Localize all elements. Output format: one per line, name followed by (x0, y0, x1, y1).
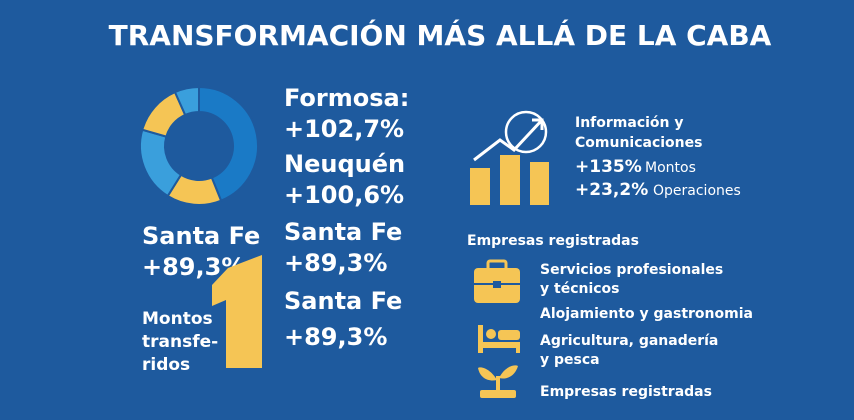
company-item: y pesca (540, 352, 600, 368)
province-name: Neuquén (284, 150, 405, 178)
stat-value: +23,2% (575, 180, 648, 200)
plant-icon (478, 365, 518, 398)
montos-line: ridos (142, 355, 190, 375)
province-value: +89,3% (284, 323, 387, 351)
donut-segment (173, 85, 200, 117)
companies-heading: Empresas registradas (467, 233, 639, 249)
province-value: +102,7% (284, 115, 404, 143)
company-item: Empresas registradas (540, 384, 712, 400)
montos-line: Montos (142, 309, 213, 329)
province-name: Santa Fe (284, 218, 402, 246)
sector-title: Comunicaciones (575, 135, 702, 151)
donut-segment (198, 85, 259, 203)
company-item: y técnicos (540, 281, 620, 297)
company-item: Servicios profesionales (540, 262, 723, 278)
company-item: Alojamiento y gastronomia (540, 306, 753, 322)
growth-icon (470, 110, 549, 205)
sector-title: Información y (575, 115, 684, 131)
province-value: +89,3% (284, 249, 387, 277)
montos-line: transfe- (142, 332, 218, 352)
highlight-name: Santa Fe (142, 222, 260, 250)
company-item: Agricultura, ganadería (540, 333, 718, 349)
province-value: +100,6% (284, 181, 404, 209)
stat-label: Operaciones (653, 183, 741, 199)
briefcase-icon (474, 259, 520, 303)
title: TRANSFORMACIÓN MÁS ALLÁ DE LA CABA (109, 18, 772, 52)
donut (139, 85, 259, 206)
bed-icon (478, 325, 520, 353)
number-one-graphic (212, 255, 262, 368)
stat-label: Montos (645, 160, 696, 176)
province-name: Formosa: (284, 84, 409, 112)
province-name: Santa Fe (284, 287, 402, 315)
stat-value: +135% (575, 157, 642, 177)
